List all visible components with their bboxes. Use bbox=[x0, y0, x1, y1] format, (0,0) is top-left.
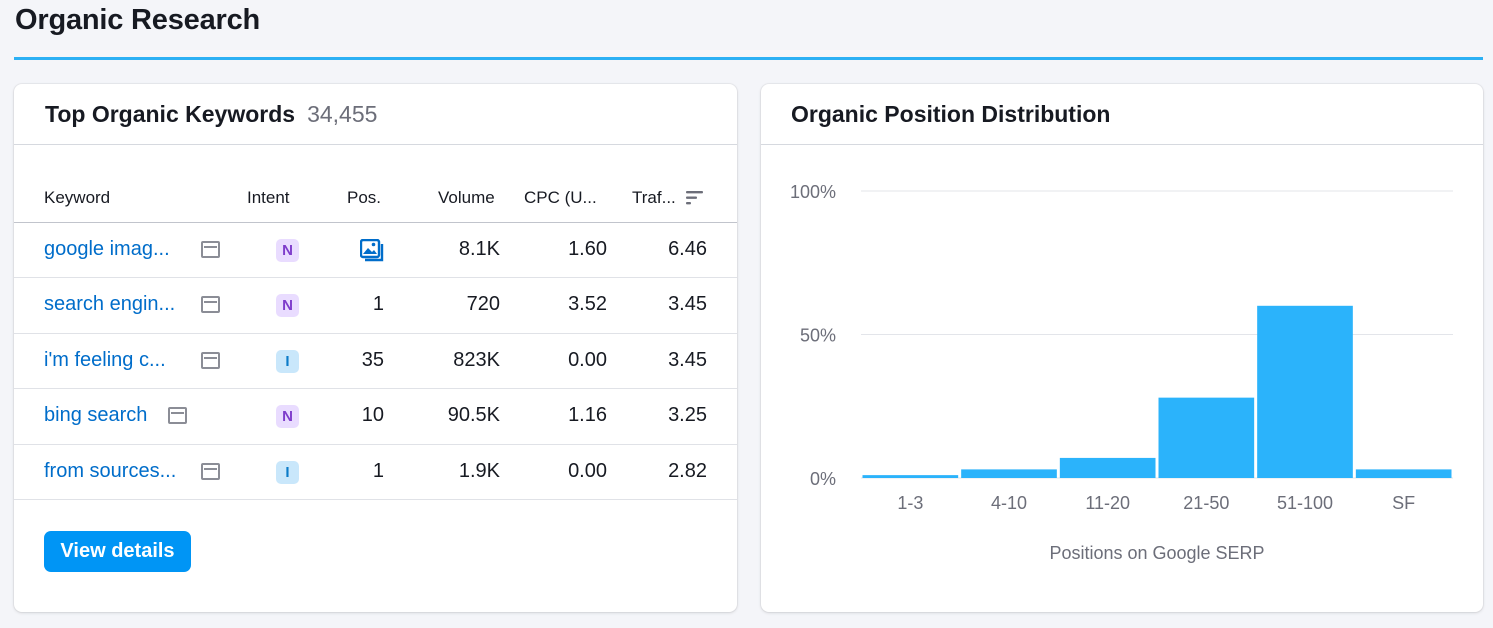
keyword-link[interactable]: search engin... bbox=[44, 293, 176, 316]
intent-badge: N bbox=[276, 294, 299, 318]
page-title: Organic Research bbox=[15, 4, 261, 36]
bar-4-10[interactable] bbox=[961, 469, 1057, 478]
volume-value: 1.9K bbox=[458, 459, 500, 482]
bar-51-100[interactable] bbox=[1257, 305, 1353, 478]
sort-lines-icon[interactable] bbox=[686, 190, 704, 206]
title-underline bbox=[14, 57, 1483, 60]
x-tick-label: 51-100 bbox=[1277, 493, 1333, 513]
column-volume[interactable]: Volume bbox=[438, 188, 495, 207]
card-header: Organic Position Distribution bbox=[761, 84, 1483, 145]
intent-badge: I bbox=[276, 349, 299, 373]
bar-21-50[interactable] bbox=[1158, 397, 1255, 478]
keyword-link[interactable]: from sources... bbox=[44, 459, 177, 482]
keyword-link[interactable]: google imag... bbox=[44, 238, 170, 260]
traffic-value: 6.46 bbox=[668, 238, 707, 260]
table-row: i'm feeling c... I 35 823K 0.00 3.45 bbox=[14, 334, 737, 390]
column-keyword[interactable]: Keyword bbox=[44, 188, 111, 207]
serp-snapshot-icon[interactable] bbox=[201, 351, 220, 369]
traffic-value: 3.45 bbox=[668, 348, 707, 371]
card-title[interactable]: Top Organic Keywords bbox=[45, 100, 296, 127]
y-tick-label: 0% bbox=[810, 469, 836, 489]
position-value: 1 bbox=[372, 293, 384, 316]
position-distribution-card: Organic Position Distribution 0% 50% 100% 1… bbox=[761, 84, 1483, 612]
y-tick-label: 50% bbox=[800, 326, 836, 346]
table-row: search engin... N 1 720 3.52 3.45 bbox=[14, 278, 737, 334]
intent-badge: I bbox=[276, 460, 299, 484]
keyword-count: 34,455 bbox=[307, 100, 378, 127]
card-header: Top Organic Keywords 34,455 bbox=[14, 84, 737, 145]
x-axis-label: Positions on Google SERP bbox=[1049, 543, 1264, 563]
position-value: 10 bbox=[361, 404, 384, 427]
traffic-value: 3.25 bbox=[668, 404, 707, 427]
intent-badge: N bbox=[276, 239, 299, 262]
top-keywords-card: Top Organic Keywords 34,455 Keyword Inte… bbox=[14, 84, 737, 612]
keyword-link[interactable]: i'm feeling c... bbox=[44, 348, 166, 371]
serp-snapshot-icon[interactable] bbox=[201, 462, 220, 480]
x-tick-label: 4-10 bbox=[991, 493, 1027, 513]
cpc-value: 1.16 bbox=[568, 404, 607, 427]
column-cpc[interactable]: CPC (U... bbox=[524, 188, 597, 207]
table-row: from sources... I 1 1.9K 0.00 2.82 bbox=[14, 445, 737, 500]
cpc-value: 0.00 bbox=[568, 459, 607, 482]
position-value: 1 bbox=[372, 459, 384, 482]
keyword-link[interactable]: bing search bbox=[44, 404, 148, 427]
traffic-value: 3.45 bbox=[668, 293, 707, 316]
intent-badge: N bbox=[276, 405, 299, 429]
keywords-table: Keyword Intent Pos. Volume CPC (U... Tra… bbox=[14, 179, 737, 500]
x-tick-label: 21-50 bbox=[1183, 493, 1229, 513]
x-tick-label: 11-20 bbox=[1085, 493, 1130, 513]
bar-SF[interactable] bbox=[1355, 469, 1452, 478]
cpc-value: 1.60 bbox=[568, 238, 607, 260]
x-tick-label: 1-3 bbox=[897, 493, 923, 513]
volume-value: 90.5K bbox=[447, 404, 500, 427]
y-tick-label: 100% bbox=[790, 182, 836, 202]
view-details-button[interactable]: View details bbox=[44, 531, 191, 572]
volume-value: 823K bbox=[453, 348, 500, 371]
table-row: bing search N 10 90.5K 1.16 3.25 bbox=[14, 389, 737, 445]
image-serp-icon[interactable] bbox=[360, 239, 384, 262]
column-intent[interactable]: Intent bbox=[247, 188, 290, 207]
x-tick-label: SF bbox=[1392, 493, 1415, 513]
cpc-value: 3.52 bbox=[568, 293, 607, 316]
serp-snapshot-icon[interactable] bbox=[201, 241, 220, 258]
cpc-value: 0.00 bbox=[568, 348, 607, 371]
bar-1-3[interactable] bbox=[862, 475, 959, 478]
card-title: Organic Position Distribution bbox=[791, 100, 1111, 127]
serp-snapshot-icon[interactable] bbox=[201, 296, 220, 314]
position-value: 35 bbox=[361, 348, 384, 371]
table-row: google imag... N 8.1K 1.60 6.46 bbox=[14, 223, 737, 279]
volume-value: 8.1K bbox=[458, 238, 500, 260]
serp-snapshot-icon[interactable] bbox=[168, 407, 187, 425]
volume-value: 720 bbox=[466, 293, 500, 316]
table-header: Keyword Intent Pos. Volume CPC (U... Tra… bbox=[14, 179, 737, 223]
traffic-value: 2.82 bbox=[668, 459, 707, 482]
column-pos[interactable]: Pos. bbox=[347, 188, 382, 207]
bar-11-20[interactable] bbox=[1059, 457, 1156, 478]
position-distribution-chart: 0% 50% 100% 1-3 4-10 11-20 21-50 51-100 SF Positi… bbox=[790, 182, 1453, 563]
column-traffic[interactable]: Traf... bbox=[632, 188, 676, 207]
